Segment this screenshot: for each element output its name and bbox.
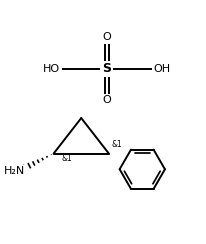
Text: S: S — [102, 62, 111, 75]
Text: &1: &1 — [62, 154, 72, 163]
Text: O: O — [102, 95, 111, 105]
Text: H₂N: H₂N — [4, 166, 25, 176]
Text: O: O — [102, 32, 111, 42]
Text: OH: OH — [153, 64, 171, 74]
Text: HO: HO — [43, 64, 60, 74]
Text: &1: &1 — [112, 140, 123, 149]
